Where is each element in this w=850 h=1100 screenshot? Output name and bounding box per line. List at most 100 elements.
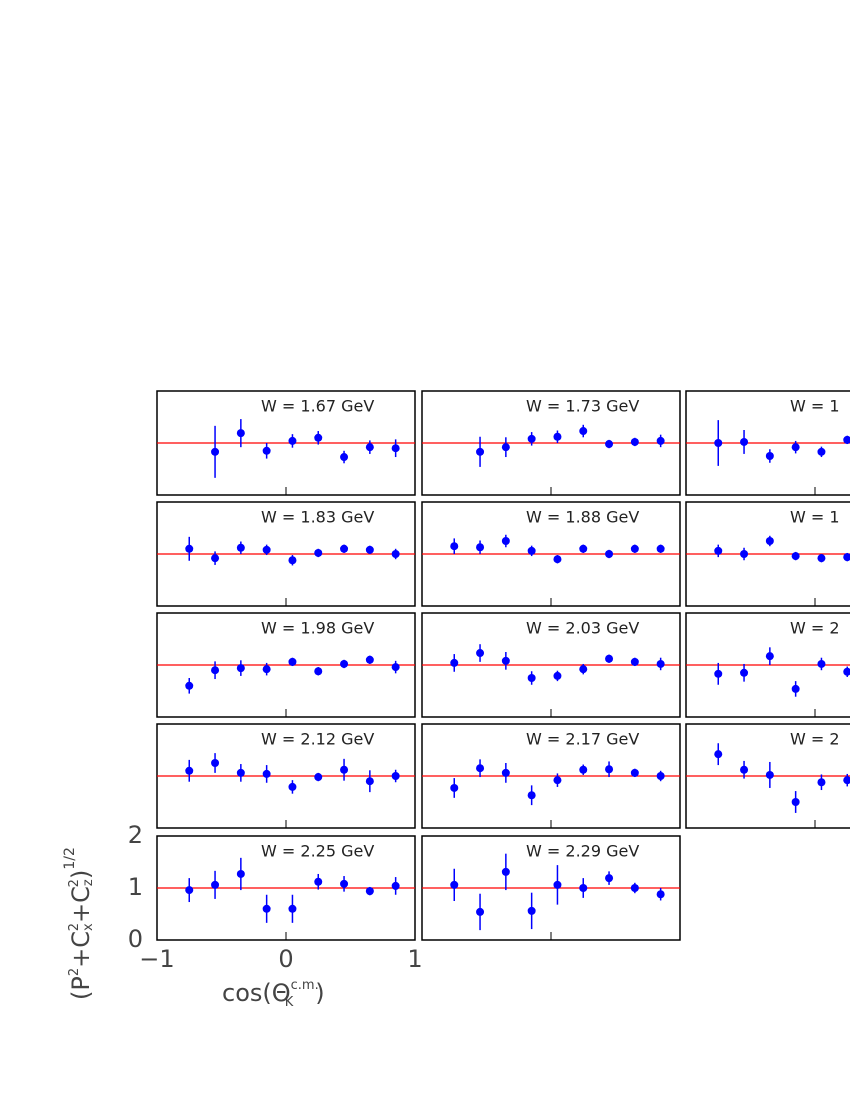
- x-label-part: cos(Θ: [222, 979, 291, 1007]
- data-point: [476, 907, 485, 916]
- data-point: [843, 435, 850, 444]
- data-point: [236, 768, 245, 777]
- data-point: [288, 436, 297, 445]
- data-point: [314, 548, 323, 557]
- panel-title: W = 2.17 GeV: [526, 730, 639, 749]
- panel-title: W = 1: [790, 397, 840, 416]
- data-point: [211, 880, 220, 889]
- data-point: [630, 544, 639, 553]
- data-point: [450, 542, 459, 551]
- y-label-part: (P: [67, 976, 95, 1000]
- y-label-part: 2: [67, 923, 82, 931]
- panel-title: W = 2.25 GeV: [261, 842, 374, 861]
- data-point: [714, 669, 723, 678]
- data-point: [391, 663, 400, 672]
- data-point: [527, 546, 536, 555]
- data-point: [656, 659, 665, 668]
- data-point: [527, 674, 536, 682]
- x-tick-label: 1: [407, 945, 422, 973]
- data-point: [740, 765, 749, 774]
- data-point: [236, 664, 245, 673]
- data-point: [791, 443, 800, 452]
- data-point: [843, 776, 850, 785]
- data-point: [791, 798, 800, 806]
- data-point: [791, 552, 800, 561]
- data-point: [817, 447, 826, 456]
- data-point: [365, 545, 374, 554]
- data-point: [314, 773, 323, 782]
- data-point: [714, 546, 723, 555]
- data-point: [630, 884, 639, 892]
- data-point: [740, 668, 749, 677]
- data-point: [817, 659, 826, 668]
- data-point: [211, 759, 220, 767]
- data-point: [553, 671, 562, 680]
- data-point: [740, 550, 749, 558]
- data-point: [579, 884, 588, 892]
- panel-title: W = 1.88 GeV: [526, 508, 639, 527]
- y-label-part: 2: [67, 879, 82, 887]
- data-point: [340, 453, 349, 462]
- data-point: [476, 764, 485, 773]
- panel-title: W = 2.12 GeV: [261, 730, 374, 749]
- data-point: [340, 879, 349, 888]
- data-point: [288, 782, 297, 791]
- data-point: [714, 439, 723, 447]
- data-point: [262, 904, 271, 913]
- data-point: [340, 544, 349, 553]
- data-point: [236, 543, 245, 552]
- data-point: [843, 667, 850, 676]
- panel-title: W = 2: [790, 730, 840, 749]
- x-label-part: c.m.: [291, 978, 319, 993]
- panel-title: W = 2: [790, 619, 840, 638]
- data-point: [765, 537, 774, 545]
- x-label-part: ): [315, 979, 324, 1007]
- panel-title: W = 1.67 GeV: [261, 397, 374, 416]
- data-point: [236, 869, 245, 878]
- data-point: [553, 776, 562, 785]
- data-point: [765, 770, 774, 779]
- data-point: [211, 554, 220, 563]
- y-tick-label: 1: [128, 873, 143, 901]
- data-point: [656, 772, 665, 780]
- data-point: [236, 429, 245, 438]
- y-label-part: 2: [67, 968, 82, 976]
- data-point: [656, 436, 665, 445]
- data-point: [527, 906, 536, 915]
- data-point: [211, 666, 220, 675]
- data-point: [365, 443, 374, 452]
- panel-title: W = 1: [790, 508, 840, 527]
- panel-title: W = 2.29 GeV: [526, 842, 639, 861]
- panel-title: W = 1.83 GeV: [261, 508, 374, 527]
- x-tick-label: 0: [278, 945, 293, 973]
- y-label-part: ): [67, 870, 95, 879]
- y-tick-label: 0: [128, 925, 143, 953]
- data-point: [817, 778, 826, 787]
- data-point: [391, 881, 400, 890]
- data-point: [765, 652, 774, 661]
- data-point: [817, 554, 826, 563]
- data-point: [656, 544, 665, 553]
- data-point: [605, 440, 614, 449]
- data-point: [262, 545, 271, 554]
- data-point: [450, 880, 459, 889]
- data-point: [501, 443, 510, 452]
- data-point: [365, 655, 374, 664]
- data-point: [714, 750, 723, 759]
- data-point: [501, 867, 510, 876]
- data-point: [450, 783, 459, 792]
- data-point: [262, 769, 271, 778]
- data-point: [391, 772, 400, 780]
- data-point: [211, 447, 220, 456]
- data-point: [791, 684, 800, 693]
- panel-title: W = 1.98 GeV: [261, 619, 374, 638]
- data-point: [185, 681, 194, 690]
- data-point: [527, 434, 536, 443]
- data-point: [605, 550, 614, 558]
- data-point: [314, 433, 323, 442]
- y-label-part: z: [81, 879, 96, 886]
- data-point: [579, 665, 588, 674]
- x-axis-label: cos(Θc.m. K): [222, 978, 325, 1010]
